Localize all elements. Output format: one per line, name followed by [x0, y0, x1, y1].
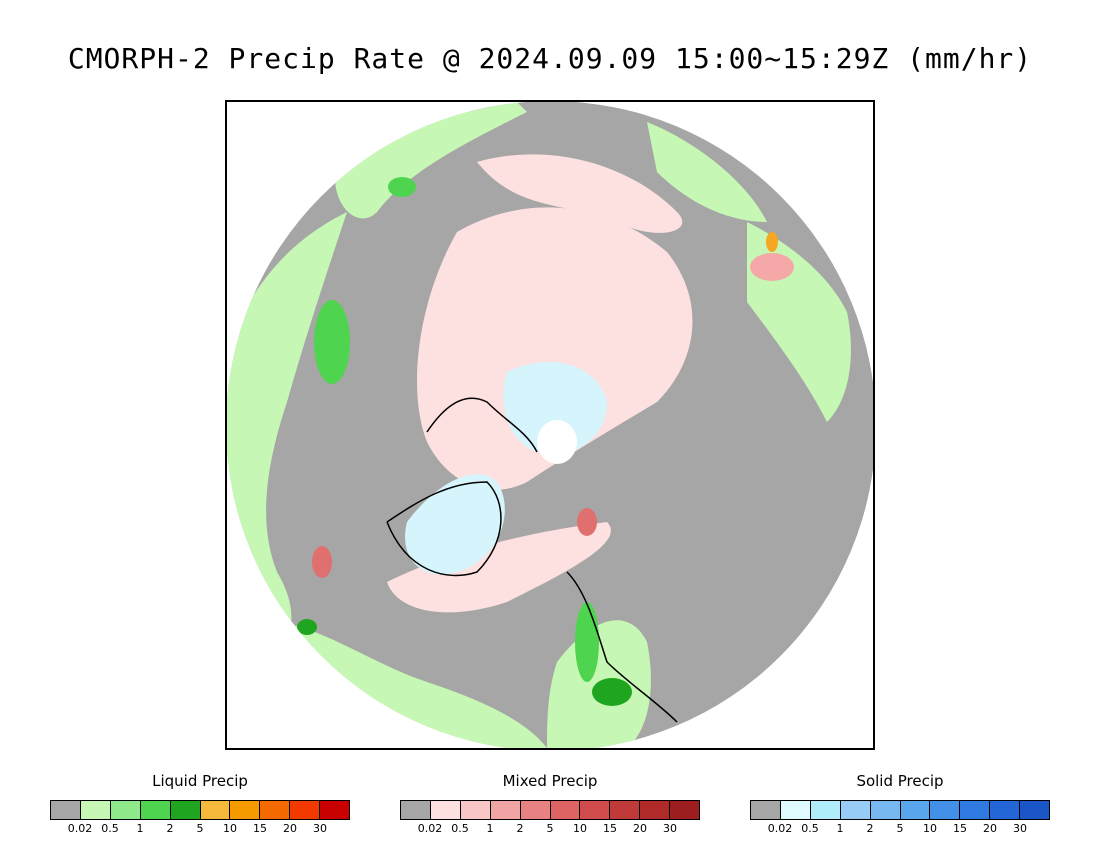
- mixed-precip-arctic: [417, 207, 693, 490]
- legend-tick-label: 15: [253, 822, 267, 835]
- liquid-cell-atlantic: [297, 619, 317, 635]
- legend-tick-label: 5: [196, 822, 204, 835]
- legend-liquid: Liquid Precip 0.02 0.5 1 2 5 10 15 20 30: [50, 772, 350, 836]
- mixed-precip-siberia: [477, 154, 683, 233]
- legend-tick-label: 1: [836, 822, 844, 835]
- mixed-cell-east: [750, 253, 794, 281]
- legend-tick-label: 15: [603, 822, 617, 835]
- legend-swatches-mixed: [400, 800, 700, 820]
- legend-swatches-liquid: [50, 800, 350, 820]
- legend-mixed: Mixed Precip 0.02 0.5 1 2 5 10 15 20 30: [400, 772, 700, 836]
- legend-swatch: [230, 801, 261, 819]
- legend-swatch: [460, 801, 491, 819]
- legend-tick-label: 10: [923, 822, 937, 835]
- liquid-cell-bering: [388, 177, 416, 197]
- legend-tick-label: 1: [136, 822, 144, 835]
- liquid-cell-orange: [766, 232, 778, 252]
- legend-swatch: [550, 801, 581, 819]
- mixed-precip-atlantic: [387, 522, 611, 613]
- legend-tick-label: 2: [516, 822, 524, 835]
- pole-hole: [537, 420, 577, 464]
- legend-tick-label: 30: [663, 822, 677, 835]
- solid-precip-greenland: [405, 474, 505, 575]
- legend-title-solid: Solid Precip: [856, 772, 944, 790]
- legend-swatch: [401, 801, 431, 819]
- legend-swatch: [170, 801, 201, 819]
- legend-swatch: [430, 801, 461, 819]
- legend-tick-label: 30: [1013, 822, 1027, 835]
- legend-tick-label: 0.5: [801, 822, 819, 835]
- legend-tick-label: 2: [166, 822, 174, 835]
- legend-swatch: [51, 801, 81, 819]
- liquid-precip-northpacific: [335, 102, 527, 219]
- legend-solid: Solid Precip 0.02 0.5 1 2 5 10 15 20 30: [750, 772, 1050, 836]
- legend-swatch: [870, 801, 901, 819]
- legend-tick-label: 10: [573, 822, 587, 835]
- legend-tick-label: 20: [283, 822, 297, 835]
- liquid-cell-alaska: [314, 300, 350, 384]
- legend-swatch: [200, 801, 231, 819]
- legend-swatch: [110, 801, 141, 819]
- legend-swatch: [80, 801, 111, 819]
- legend-tick-label: 0.5: [451, 822, 469, 835]
- legend-swatches-solid: [750, 800, 1050, 820]
- liquid-cell-scandinavia: [592, 678, 632, 706]
- liquid-cell-norway: [575, 602, 599, 682]
- legend-swatch: [670, 801, 700, 819]
- legend-swatch: [780, 801, 811, 819]
- legend-swatch: [990, 801, 1021, 819]
- legend-tick-label: 0.02: [67, 822, 93, 835]
- legend-tick-label: 5: [546, 822, 554, 835]
- coastline: [386, 397, 678, 723]
- legend-tick-label: 5: [896, 822, 904, 835]
- legend-tick-label: 0.5: [101, 822, 119, 835]
- legend-swatch: [520, 801, 551, 819]
- solid-precip-pole: [503, 362, 607, 455]
- liquid-precip-pacific: [227, 212, 347, 662]
- legend-tick-label: 20: [633, 822, 647, 835]
- legend-tick-label: 1: [486, 822, 494, 835]
- legend-swatch: [840, 801, 871, 819]
- liquid-precip-northeast: [647, 122, 767, 222]
- legend-swatch: [140, 801, 171, 819]
- legend-swatch: [960, 801, 991, 819]
- legend-swatch: [1020, 801, 1050, 819]
- legend-swatch: [751, 801, 781, 819]
- legend-tick-label: 20: [983, 822, 997, 835]
- legend-swatch: [930, 801, 961, 819]
- legend-tick-label: 0.02: [417, 822, 443, 835]
- legend-swatch: [900, 801, 931, 819]
- polar-map: [225, 100, 875, 750]
- legend-swatch: [290, 801, 321, 819]
- mixed-cell-labrador: [312, 546, 332, 578]
- legend-ticks-solid: 0.02 0.5 1 2 5 10 15 20 30: [750, 822, 1050, 836]
- legend-swatch: [580, 801, 611, 819]
- mixed-cell-norwegian-sea: [577, 508, 597, 536]
- legend-tick-label: 10: [223, 822, 237, 835]
- legend-swatch: [640, 801, 671, 819]
- legend-ticks-liquid: 0.02 0.5 1 2 5 10 15 20 30: [50, 822, 350, 836]
- legend-tick-label: 0.02: [767, 822, 793, 835]
- legend-swatch: [490, 801, 521, 819]
- legend-title-liquid: Liquid Precip: [152, 772, 248, 790]
- legend-swatch: [320, 801, 350, 819]
- polar-map-svg: [227, 102, 873, 748]
- legend-swatch: [810, 801, 841, 819]
- legend-tick-label: 30: [313, 822, 327, 835]
- map-title: CMORPH-2 Precip Rate @ 2024.09.09 15:00~…: [67, 42, 1033, 75]
- legend-swatch: [260, 801, 291, 819]
- legend-ticks-mixed: 0.02 0.5 1 2 5 10 15 20 30: [400, 822, 700, 836]
- legend-tick-label: 15: [953, 822, 967, 835]
- legend-swatch: [610, 801, 641, 819]
- legend-title-mixed: Mixed Precip: [502, 772, 598, 790]
- legend-tick-label: 2: [866, 822, 874, 835]
